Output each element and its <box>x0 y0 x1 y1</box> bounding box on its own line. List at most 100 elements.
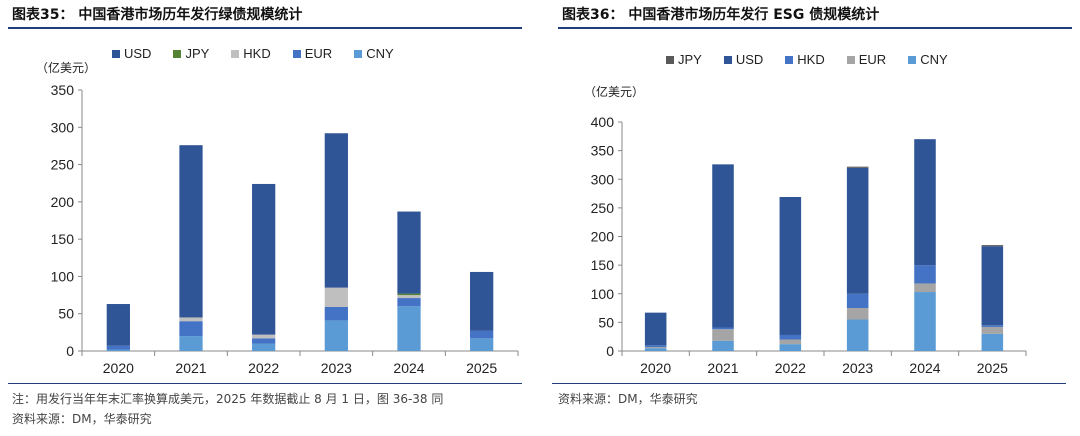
right-bar-hkd-2024 <box>914 265 936 284</box>
legend-item-cny: CNY <box>908 52 948 67</box>
left-x-tick-label: 2021 <box>175 360 206 376</box>
legend-label-eur: EUR <box>304 46 333 61</box>
left-bar-usd-2020 <box>106 304 130 346</box>
legend-item-usd: USD <box>723 52 764 67</box>
left-bar-chart: 0 50 100 150 200 250 300 350 2020 2021 2022 2023 202… <box>51 82 519 376</box>
left-bar-hkd-2021 <box>179 317 203 322</box>
right-bar-jpy-2023 <box>846 166 869 168</box>
left-bar-hkd-2022 <box>252 334 276 339</box>
right-bar-eur-2021 <box>712 329 734 341</box>
legend-swatch-hkd <box>231 49 240 58</box>
right-y-tick-label: 350 <box>591 143 615 159</box>
right-bar-usd-2021 <box>712 164 734 328</box>
legend-label-hkd: HKD <box>797 52 825 67</box>
left-bar-cny-2024 <box>397 306 421 351</box>
right-bar-cny-2023 <box>846 319 869 351</box>
right-bar-usd-2020 <box>644 312 667 346</box>
right-y-tick-label: 250 <box>591 200 615 216</box>
left-bar-eur-2024 <box>397 298 421 307</box>
legend-item-jpy: JPY <box>666 52 702 67</box>
right-bar-eur-2022 <box>779 339 802 345</box>
left-y-tick-label: 50 <box>58 306 74 322</box>
left-legend: USD JPY HKD EUR CNY <box>112 46 416 61</box>
right-bar-cny-2020 <box>644 348 667 351</box>
right-y-tick-label: 100 <box>591 286 615 302</box>
right-y-unit-label: （亿美元） <box>584 85 645 99</box>
right-bottom-rule <box>552 383 1066 384</box>
legend-label-jpy: JPY <box>185 46 210 61</box>
left-bar-eur-2020 <box>106 345 130 350</box>
left-chart-panel: 图表35： 中国香港市场历年发行绿债规模统计 USD JPY HKD EUR CNY （… <box>0 0 530 390</box>
left-bar-usd-2022 <box>252 183 276 335</box>
legend-item-usd: USD <box>112 46 151 61</box>
left-x-tick-label: 2025 <box>466 360 497 376</box>
right-bar-cny-2025 <box>981 333 1004 351</box>
left-bar-usd-2021 <box>179 145 203 318</box>
right-chart-title: 图表36： 中国香港市场历年发行 ESG 债规模统计 <box>562 7 880 23</box>
right-bar-hkd-2023 <box>846 293 869 309</box>
legend-swatch-usd <box>112 49 120 58</box>
right-x-tick-label: 2023 <box>842 360 873 376</box>
right-bar-usd-2023 <box>846 167 869 294</box>
left-y-tick-label: 0 <box>66 343 74 359</box>
right-bar-chart: 0 50 100 150 200 250 300 350 400 2020 2021 2022 2023… <box>591 114 1027 376</box>
legend-item-eur: EUR <box>292 46 333 61</box>
legend-label-hkd: HKD <box>243 46 271 61</box>
left-x-tick-label: 2023 <box>321 360 352 376</box>
left-bar-cny-2021 <box>179 336 203 351</box>
legend-swatch-usd <box>723 55 732 64</box>
legend-label-usd: USD <box>735 52 764 67</box>
right-x-tick-label: 2020 <box>640 360 671 376</box>
left-chart-title: 图表35： 中国香港市场历年发行绿债规模统计 <box>12 7 303 23</box>
right-bar-cny-2024 <box>914 292 936 351</box>
right-x-tick-label: 2024 <box>909 360 940 376</box>
left-title-rule <box>8 27 522 29</box>
legend-swatch-cny <box>354 49 363 58</box>
legend-label-usd: USD <box>124 46 152 61</box>
right-chart-panel: 图表36： 中国香港市场历年发行 ESG 债规模统计 JPY USD HKD EUR C… <box>550 0 1080 390</box>
left-y-tick-label: 300 <box>51 119 75 135</box>
left-bar-eur-2023 <box>324 307 348 321</box>
left-bar-cny-2023 <box>324 320 348 351</box>
left-y-tick-label: 200 <box>51 194 75 210</box>
legend-swatch-eur <box>846 55 855 64</box>
legend-item-jpy: JPY <box>173 46 209 61</box>
left-y-tick-label: 350 <box>51 82 75 98</box>
left-x-tick-label: 2020 <box>103 360 134 376</box>
right-bar-cny-2022 <box>779 344 802 351</box>
right-bar-eur-2023 <box>846 308 869 320</box>
right-bar-usd-2024 <box>914 139 936 266</box>
legend-label-jpy: JPY <box>678 52 702 67</box>
right-y-tick-label: 0 <box>606 343 614 359</box>
left-bar-cny-2022 <box>252 343 276 351</box>
legend-item-eur: EUR <box>846 52 886 67</box>
left-bar-usd-2025 <box>470 271 494 331</box>
legend-label-cny: CNY <box>920 52 948 67</box>
left-x-tick-label: 2024 <box>393 360 424 376</box>
right-y-tick-label: 200 <box>591 229 615 245</box>
right-title-rule <box>558 27 1072 29</box>
right-bar-hkd-2025 <box>981 325 1004 327</box>
left-y-tick-label: 250 <box>51 157 75 173</box>
left-bar-cny-2025 <box>470 338 494 351</box>
legend-item-cny: CNY <box>354 46 394 61</box>
right-y-tick-label: 150 <box>591 257 615 273</box>
left-y-tick-label: 150 <box>51 231 75 247</box>
right-y-tick-label: 300 <box>591 171 615 187</box>
legend-swatch-hkd <box>785 55 794 64</box>
right-bar-hkd-2021 <box>712 327 734 330</box>
right-source-note: 资料来源：DM，华泰研究 <box>558 392 698 406</box>
legend-swatch-jpy <box>666 55 674 64</box>
left-y-tick-label: 100 <box>51 268 75 284</box>
right-bar-hkd-2022 <box>779 334 802 340</box>
right-bar-cny-2021 <box>712 340 734 351</box>
right-x-tick-label: 2021 <box>707 360 738 376</box>
left-footnote: 注：用发行当年年末汇率换算成美元，2025 年数据截止 8 月 1 日，图 36… <box>12 392 444 406</box>
left-bar-hkd-2023 <box>324 287 348 308</box>
right-bar-eur-2020 <box>644 346 667 349</box>
right-bar-hkd-2020 <box>644 345 667 347</box>
left-source-note: 资料来源：DM，华泰研究 <box>12 412 152 426</box>
left-bar-jpy-2024 <box>397 293 421 296</box>
right-x-tick-label: 2025 <box>977 360 1008 376</box>
left-bar-eur-2022 <box>252 338 276 344</box>
